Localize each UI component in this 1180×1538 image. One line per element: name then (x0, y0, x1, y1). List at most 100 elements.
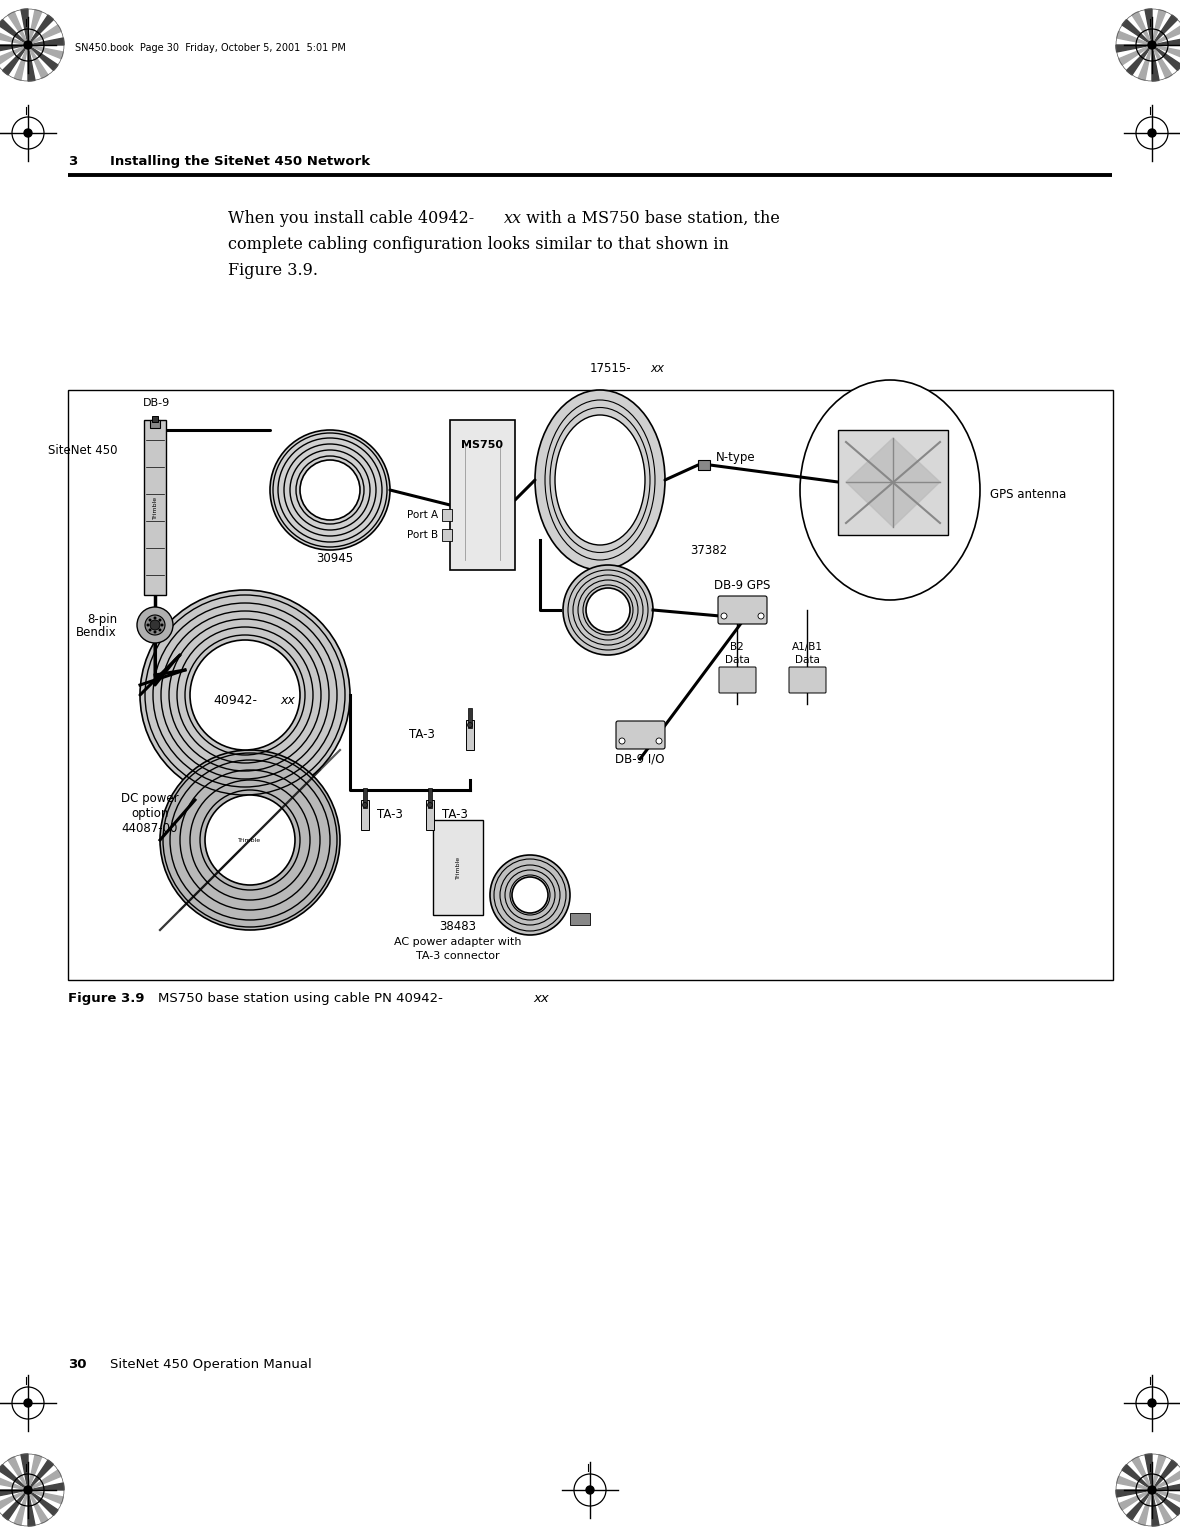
Text: xx: xx (504, 211, 522, 228)
Polygon shape (1116, 1476, 1152, 1490)
Circle shape (24, 1486, 32, 1493)
Polygon shape (1152, 1460, 1178, 1490)
Text: DB-9: DB-9 (144, 398, 171, 408)
Text: Trimble: Trimble (238, 838, 262, 843)
Polygon shape (1119, 45, 1152, 65)
Polygon shape (0, 1490, 28, 1510)
Circle shape (205, 795, 295, 884)
FancyBboxPatch shape (789, 667, 826, 694)
Polygon shape (1152, 1470, 1180, 1490)
Text: N-type: N-type (716, 451, 755, 463)
Polygon shape (1132, 12, 1152, 45)
FancyBboxPatch shape (616, 721, 666, 749)
Bar (570, 914, 590, 924)
Polygon shape (2, 1490, 28, 1520)
Bar (433, 820, 483, 915)
Text: Figure 3.9.: Figure 3.9. (228, 261, 317, 278)
Bar (468, 707, 472, 727)
Text: TA-3 connector: TA-3 connector (417, 950, 500, 961)
Bar (699, 460, 710, 471)
Polygon shape (28, 45, 48, 78)
Polygon shape (28, 1490, 48, 1523)
Polygon shape (1152, 15, 1178, 45)
Text: complete cabling configuration looks similar to that shown in: complete cabling configuration looks sim… (228, 235, 729, 252)
Circle shape (145, 615, 165, 635)
Polygon shape (1152, 1490, 1159, 1526)
Text: DC power: DC power (122, 792, 179, 804)
Text: SN450.book  Page 30  Friday, October 5, 2001  5:01 PM: SN450.book Page 30 Friday, October 5, 20… (76, 43, 346, 52)
Bar (466, 720, 474, 751)
Circle shape (362, 803, 367, 807)
Polygon shape (0, 1464, 28, 1490)
Circle shape (1148, 129, 1156, 137)
Text: SiteNet 450: SiteNet 450 (47, 443, 117, 457)
Polygon shape (1145, 1453, 1152, 1490)
Text: 17515-: 17515- (589, 361, 631, 375)
Polygon shape (846, 438, 940, 528)
Circle shape (490, 855, 570, 935)
Bar (442, 529, 452, 541)
Text: option: option (131, 807, 169, 820)
Circle shape (467, 723, 472, 727)
Polygon shape (1152, 38, 1180, 45)
Bar (361, 800, 369, 831)
Text: MS750: MS750 (461, 440, 503, 451)
Polygon shape (1139, 1490, 1152, 1526)
Polygon shape (21, 1453, 28, 1490)
Bar (450, 420, 514, 571)
Circle shape (24, 129, 32, 137)
Circle shape (656, 738, 662, 744)
Ellipse shape (800, 380, 981, 600)
Polygon shape (1116, 45, 1152, 52)
Circle shape (150, 620, 160, 631)
Polygon shape (1152, 1490, 1180, 1515)
Circle shape (160, 623, 164, 626)
Text: Data: Data (725, 655, 749, 664)
Bar (426, 800, 434, 831)
Circle shape (158, 629, 162, 632)
Polygon shape (28, 1490, 58, 1515)
Polygon shape (1122, 1464, 1152, 1490)
Polygon shape (1152, 45, 1172, 78)
Polygon shape (28, 1455, 41, 1490)
Text: 3: 3 (68, 155, 77, 168)
Polygon shape (28, 1490, 35, 1526)
Polygon shape (1152, 1455, 1166, 1490)
Circle shape (140, 591, 350, 800)
Text: TA-3: TA-3 (442, 809, 468, 821)
Polygon shape (0, 1476, 28, 1490)
Circle shape (153, 631, 157, 634)
Text: 38483: 38483 (439, 920, 477, 934)
Polygon shape (1152, 25, 1180, 45)
Ellipse shape (555, 415, 645, 544)
Polygon shape (28, 38, 64, 45)
Polygon shape (1132, 1456, 1152, 1490)
Text: xx: xx (650, 361, 664, 375)
Text: xx: xx (280, 694, 295, 706)
Polygon shape (1152, 1483, 1180, 1490)
Text: 30945: 30945 (316, 552, 354, 564)
Text: 37382: 37382 (690, 543, 727, 557)
Circle shape (1148, 42, 1156, 49)
Circle shape (586, 1486, 594, 1493)
Circle shape (160, 751, 340, 930)
Text: Port B: Port B (407, 531, 438, 540)
Bar (838, 431, 948, 535)
Text: TA-3: TA-3 (376, 809, 402, 821)
Polygon shape (28, 1490, 64, 1504)
Text: AC power adapter with: AC power adapter with (394, 937, 522, 947)
Text: with a MS750 base station, the: with a MS750 base station, the (522, 211, 780, 228)
Circle shape (149, 618, 151, 621)
Circle shape (620, 738, 625, 744)
Polygon shape (1152, 45, 1180, 58)
Text: GPS antenna: GPS antenna (990, 489, 1067, 501)
Polygon shape (1139, 45, 1152, 80)
Circle shape (190, 640, 300, 751)
Text: DB-9 GPS: DB-9 GPS (714, 578, 771, 592)
Polygon shape (1119, 1490, 1152, 1510)
Bar (363, 787, 367, 807)
Text: B2: B2 (730, 641, 743, 652)
Polygon shape (14, 1490, 28, 1526)
FancyBboxPatch shape (719, 667, 756, 694)
Bar (68, 391, 1113, 980)
